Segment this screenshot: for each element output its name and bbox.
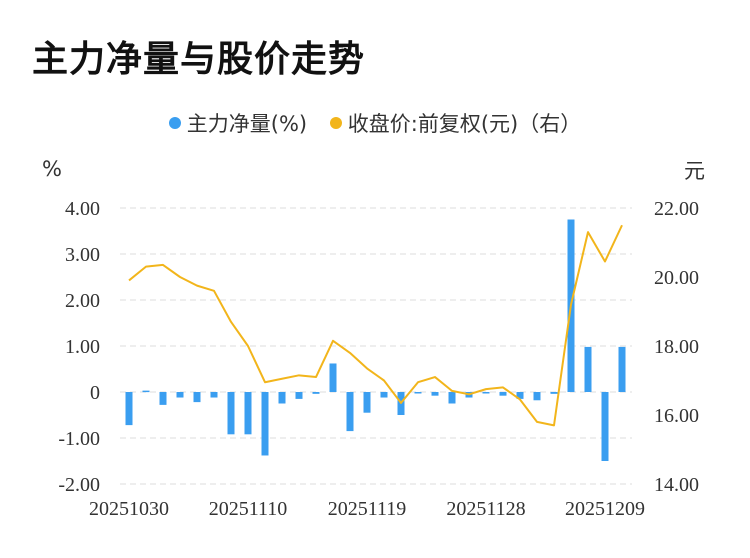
right-tick-label: 14.00 [654,474,699,496]
bar-20251030[interactable] [125,392,133,426]
chart-title: 主力净量与股价走势 [32,39,366,80]
left-tick-label: 0 [90,382,100,404]
bar-20251117[interactable] [329,363,337,392]
bar-20251103[interactable] [159,392,167,405]
bar-20251105[interactable] [193,392,201,403]
bar-20251125[interactable] [431,392,439,396]
x-tick-label: 20251030 [89,498,169,520]
bar-20251126[interactable] [448,392,456,404]
legend-label-close-price: 收盘价:前复权(元)（右） [347,112,582,136]
legend-dot-bar [168,117,181,129]
left-tick-label: -2.00 [58,474,100,496]
right-tick-label: 18.00 [654,336,699,358]
bar-20251124[interactable] [414,392,422,394]
bar-20251114[interactable] [312,392,320,394]
right-tick-label: 20.00 [654,267,699,289]
bar-20251120[interactable] [380,392,388,398]
left-tick-label: 4.00 [65,198,100,220]
bar-20251202[interactable] [516,392,524,399]
bar-20251128[interactable] [482,392,490,394]
bar-20251201[interactable] [499,392,507,396]
left-tick-label: 2.00 [65,290,100,312]
bar-20251113[interactable] [295,392,303,399]
legend-item-close-price[interactable]: 收盘价:前复权(元)（右） [329,108,582,138]
bar-20251110[interactable] [244,392,252,435]
bar-20251104[interactable] [176,392,184,398]
legend-label-net-volume: 主力净量(%) [186,112,308,136]
left-tick-label: 1.00 [65,336,100,358]
left-tick-label: -1.00 [58,428,100,450]
close-price-line[interactable] [128,224,623,427]
right-axis-unit: 元 [684,159,705,183]
right-tick-label: 22.00 [654,198,699,220]
bar-20251111[interactable] [261,392,269,456]
bar-20251119[interactable] [363,392,371,413]
legend: 主力净量(%) 收盘价:前复权(元)（右） [0,108,750,138]
legend-item-net-volume[interactable]: 主力净量(%) [168,108,308,138]
x-tick-label: 20251128 [446,498,525,520]
bar-20251204[interactable] [550,392,558,394]
legend-dot-line [329,117,342,129]
bar-20251118[interactable] [346,392,354,432]
bar-20251209[interactable] [601,392,609,461]
x-tick-label: 20251110 [209,498,288,520]
bar-20251106[interactable] [210,392,218,398]
bar-20251112[interactable] [278,392,286,404]
right-tick-label: 16.00 [654,405,699,427]
bar-20251031[interactable] [142,390,150,393]
bar-20251208[interactable] [584,346,592,392]
left-tick-label: 3.00 [65,244,100,266]
left-axis-unit: % [42,157,62,181]
bar-20251107[interactable] [227,392,235,435]
bar-20251203[interactable] [533,392,541,401]
x-tick-label: 20251119 [328,498,407,520]
bar-20251210[interactable] [618,346,626,392]
x-tick-label: 20251209 [565,498,645,520]
